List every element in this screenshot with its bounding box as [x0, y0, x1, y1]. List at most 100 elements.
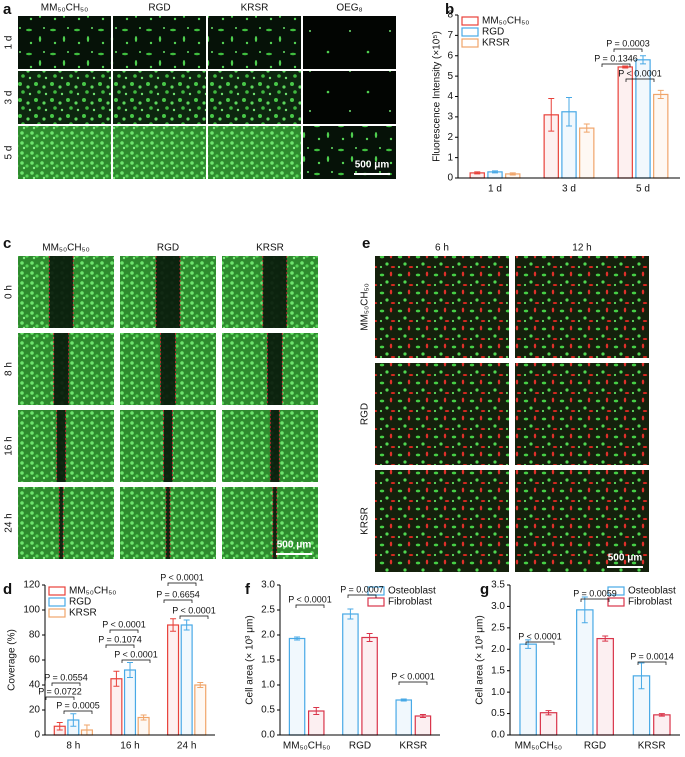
y-tick-label: 80 [29, 630, 41, 641]
micrograph [222, 487, 318, 559]
p-value: P = 0.0554 [44, 672, 88, 682]
panel-label: d [3, 581, 12, 598]
error-bar [566, 97, 572, 127]
error-bar [492, 170, 498, 174]
bar [617, 66, 633, 179]
legend-swatch [48, 586, 66, 596]
error-bar [347, 608, 354, 620]
legend-label: RGD [69, 597, 91, 608]
error-bar [602, 635, 609, 642]
row-label: 16 h [4, 436, 15, 455]
error-bar [197, 682, 204, 688]
p-value: P = 0.1346 [594, 53, 638, 63]
bracket [163, 599, 193, 603]
x-tick-label: 5 d [636, 184, 650, 195]
row-label: MM₅₀CH₅₀ [360, 283, 371, 330]
p-value: P < 0.0001 [172, 605, 216, 615]
legend-swatch [607, 597, 625, 607]
p-value: P = 0.0059 [573, 588, 617, 598]
legend-swatch [461, 16, 479, 26]
wound-gap [166, 487, 170, 559]
p-value: P < 0.0001 [288, 594, 332, 604]
p-value: P = 0.0005 [56, 700, 100, 710]
bar [576, 609, 594, 736]
bracket [109, 629, 139, 633]
bracket [637, 661, 667, 665]
p-value: P < 0.0001 [160, 572, 204, 582]
bracket [167, 582, 197, 586]
y-tick-label: 1 [447, 152, 453, 163]
bar [123, 669, 137, 736]
legend-label: Osteoblast [628, 586, 676, 597]
wound-gap [270, 410, 280, 482]
bracket [601, 63, 631, 67]
error-bar [509, 172, 516, 176]
micrograph [375, 363, 509, 465]
y-tick-label: 1.0 [491, 687, 505, 698]
error-bar [366, 633, 373, 642]
row-label: KRSR [360, 507, 371, 535]
column-header: 6 h [435, 243, 449, 254]
error-bar [474, 171, 481, 175]
y-axis-label: Coverage (%) [7, 629, 18, 691]
row-label: 1 d [4, 36, 15, 50]
error-bar [583, 123, 590, 133]
error-bar [640, 55, 646, 65]
error-bar [183, 619, 190, 631]
error-bar [657, 89, 664, 100]
bar [194, 684, 207, 736]
micrograph [375, 470, 509, 572]
micrograph [303, 126, 396, 179]
panel-label: f [245, 581, 251, 598]
y-tick-label: 2 [447, 132, 453, 143]
bracket [121, 659, 151, 663]
y-axis-label: Fluorescence Intensity (×10⁵) [432, 31, 443, 162]
bracket [51, 682, 81, 686]
y-tick-label: 120 [23, 580, 40, 591]
y-tick-label: 8 [447, 10, 453, 21]
error-bar [70, 713, 77, 727]
error-bar [127, 662, 133, 678]
y-tick-label: 0.5 [261, 705, 275, 716]
error-bar [56, 722, 63, 731]
bar [288, 637, 306, 736]
wound-gap [262, 256, 287, 328]
column-header: RGD [157, 243, 179, 254]
bracket [525, 641, 555, 645]
legend-label: MM₅₀CH₅₀ [482, 16, 529, 27]
micrograph [515, 256, 649, 358]
panel-label: a [3, 1, 12, 18]
bracket [347, 594, 377, 598]
y-tick-label: 0.0 [261, 730, 275, 741]
p-value: P = 0.1074 [98, 634, 142, 644]
bracket [398, 681, 428, 685]
micrograph [208, 71, 301, 124]
bar [539, 712, 558, 736]
panel-label: b [445, 1, 454, 18]
p-value: P < 0.0001 [391, 671, 435, 681]
error-bar [622, 65, 629, 69]
y-tick-label: 0.0 [491, 730, 505, 741]
panel-label: e [362, 235, 370, 252]
bar [395, 699, 413, 736]
x-tick-label: 24 h [177, 741, 196, 752]
micrograph [18, 71, 111, 124]
x-tick-label: KRSR [399, 741, 427, 752]
micrograph [208, 16, 301, 69]
wound-gap [160, 333, 176, 405]
micrograph [303, 16, 396, 69]
micrograph [113, 16, 206, 69]
p-value: P < 0.0001 [114, 649, 158, 659]
error-bar [525, 639, 532, 649]
y-tick-label: 0 [34, 730, 40, 741]
scale-bar-label: 500 μm [355, 160, 390, 171]
micrograph [113, 71, 206, 124]
legend-label: Fibroblast [388, 597, 432, 608]
legend-label: RGD [482, 27, 504, 38]
scale-bar-label: 500 μm [277, 540, 312, 551]
legend-swatch [461, 38, 479, 48]
error-bar [313, 707, 320, 715]
error-bar [548, 98, 555, 132]
x-tick-label: 16 h [120, 741, 139, 752]
y-tick-label: 3 [447, 112, 453, 123]
